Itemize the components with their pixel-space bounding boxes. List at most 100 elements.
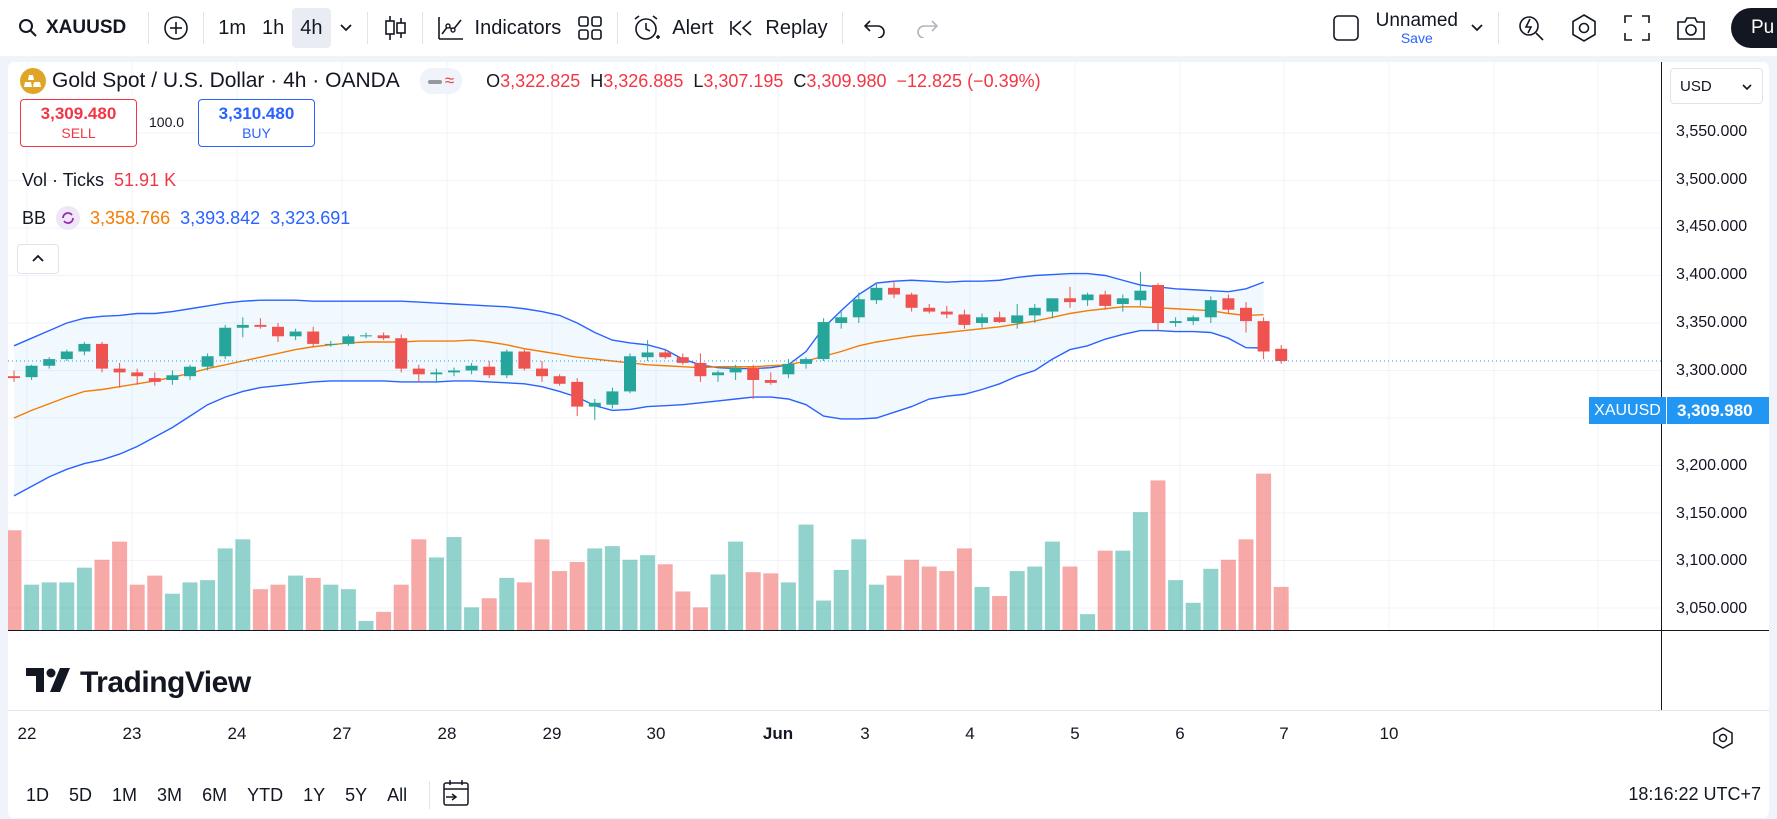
publish-button[interactable]: Pu (1731, 8, 1777, 48)
interval-1m-button[interactable]: 1m (218, 16, 247, 39)
candle-body (1152, 285, 1164, 323)
volume-bar (464, 607, 480, 630)
divider (617, 12, 619, 44)
volume-bar (323, 584, 339, 630)
settings-button[interactable] (1557, 8, 1611, 48)
legend-interval: 4h (283, 69, 307, 92)
volume-bar (710, 574, 726, 630)
candle-body (412, 368, 425, 375)
indicators-button[interactable]: Indicators (429, 8, 570, 48)
candle-body (201, 356, 214, 367)
range-button-5d[interactable]: 5D (69, 784, 93, 805)
templates-button[interactable] (569, 8, 611, 48)
volume-bar (305, 577, 321, 630)
close-key: C (793, 70, 807, 91)
volume-bar (340, 589, 356, 630)
candle-body (1240, 307, 1252, 322)
interval-4h-button[interactable]: 4h (292, 8, 331, 48)
price-chart[interactable] (8, 62, 1769, 818)
quick-search-button[interactable] (1505, 8, 1557, 48)
time-axis-label: Jun (762, 724, 794, 743)
axis-settings-button[interactable] (1711, 726, 1735, 755)
undo-button[interactable] (849, 8, 901, 48)
candle-body (835, 317, 848, 323)
layout-name-button[interactable]: Unnamed Save (1368, 8, 1492, 48)
chevron-up-icon (31, 250, 45, 268)
sell-button[interactable]: 3,309.480 SELL (20, 99, 137, 147)
candle-body (1099, 294, 1112, 306)
candle-body (60, 351, 73, 360)
volume-value: 51.91 K (114, 170, 177, 190)
chart-type-button[interactable] (374, 8, 416, 48)
redo-button[interactable] (901, 8, 953, 48)
volume-bar (868, 584, 884, 630)
range-button-5y[interactable]: 5Y (345, 784, 368, 805)
range-button-3m[interactable]: 3M (157, 784, 183, 805)
candle-body (1169, 321, 1182, 323)
volume-bar (692, 607, 708, 630)
volume-bar (833, 569, 849, 630)
range-button-1d[interactable]: 1D (26, 784, 50, 805)
fullscreen-icon (1623, 14, 1651, 42)
range-button-ytd[interactable]: YTD (247, 784, 284, 805)
time-axis-label: 4 (965, 724, 975, 743)
volume-bar (8, 530, 22, 630)
save-link: Save (1400, 29, 1433, 46)
symbol-search-button[interactable]: XAUUSD (10, 8, 134, 48)
volume-bar (446, 537, 462, 630)
candle-body (712, 372, 724, 376)
fullscreen-button[interactable] (1611, 8, 1663, 48)
price-axis-label: 3,400.000 (1676, 266, 1748, 284)
range-button-1y[interactable]: 1Y (303, 784, 326, 805)
price-axis-label: 3,200.000 (1676, 456, 1748, 474)
replay-button[interactable]: Replay (721, 8, 835, 48)
indicators-label: Indicators (474, 16, 562, 39)
interval-dropdown-button[interactable] (331, 8, 361, 48)
ohlc-values: O3,322.825 H3,326.885 L3,307.195 C3,309.… (486, 71, 1040, 92)
snapshot-button[interactable] (1663, 8, 1719, 48)
candle-body (272, 326, 284, 337)
volume-bar (1220, 559, 1236, 630)
candle-body (676, 357, 689, 363)
clock-timezone[interactable]: 18:16:22 UTC+7 (1628, 784, 1761, 804)
tradingview-logo[interactable]: TradingView (26, 666, 251, 700)
currency-select[interactable]: USD (1670, 68, 1763, 104)
candle-body (764, 380, 777, 383)
price-axis-label: 3,450.000 (1676, 218, 1748, 236)
time-axis-label: 10 (1379, 724, 1399, 743)
alert-button[interactable]: Alert (624, 8, 721, 48)
divider (203, 12, 205, 44)
bb-label: BB (22, 207, 47, 228)
range-button-1m[interactable]: 1M (112, 784, 138, 805)
minus-icon (427, 70, 442, 92)
bb-middle-value: 3,358.766 (90, 207, 171, 228)
volume-legend[interactable]: Vol · Ticks 51.91 K (22, 170, 176, 191)
candle-body (1064, 298, 1076, 303)
volume-bar (728, 541, 744, 630)
symbol-description[interactable]: Gold Spot / U.S. Dollar · 4h · OANDA (52, 69, 400, 92)
interval-1h-button[interactable]: 1h (262, 16, 285, 39)
bb-upper-line (13, 272, 1264, 370)
bollinger-legend[interactable]: BB 3,358.766 3,393.842 3,323.691 (22, 206, 350, 230)
sell-label: SELL (61, 124, 96, 141)
market-status-pill[interactable]: ≈ (419, 68, 463, 94)
layout-toggle-button[interactable] (1324, 8, 1368, 48)
price-axis-label: 3,500.000 (1676, 170, 1748, 188)
volume-bar (1168, 580, 1184, 630)
goto-date-button[interactable] (442, 779, 472, 812)
layout-title: Unnamed (1375, 9, 1458, 31)
compare-symbol-button[interactable] (155, 8, 197, 48)
collapse-legend-button[interactable] (17, 244, 59, 274)
indicators-icon (437, 15, 465, 41)
candle-body (1187, 317, 1200, 322)
volume-bar (904, 559, 920, 630)
buy-button[interactable]: 3,310.480 BUY (198, 99, 315, 147)
candle-body (852, 299, 865, 318)
candle-body (430, 372, 443, 375)
rewind-icon (729, 18, 755, 38)
bottom-toolbar: 1D 5D 1M 3M 6M YTD 1Y 5Y All 18:16:22 UTC+7 (8, 772, 1769, 818)
range-button-all[interactable]: All (387, 784, 408, 805)
range-button-6m[interactable]: 6M (202, 784, 228, 805)
chart-pane[interactable]: Gold Spot / U.S. Dollar · 4h · OANDA ≈ O… (8, 62, 1769, 818)
volume-bar (270, 584, 286, 630)
